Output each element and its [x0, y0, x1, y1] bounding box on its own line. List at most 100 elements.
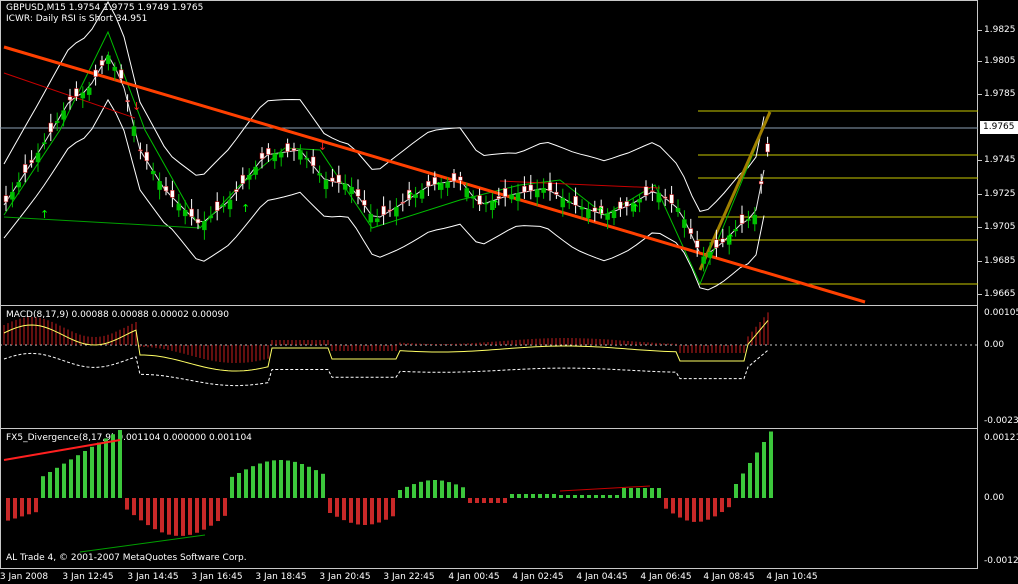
divergence-bar [545, 494, 549, 498]
candle-body [330, 177, 335, 182]
candle-body [451, 173, 457, 182]
sell-arrow: ↓ [132, 100, 141, 113]
candle-body [374, 218, 380, 223]
candle-body [285, 143, 290, 153]
divergence-bar [328, 498, 332, 513]
current-price-tag: 1.9765 [980, 121, 1018, 134]
divergence-bar [440, 480, 444, 498]
bearish-divergence-line [3, 439, 121, 461]
bullish-divergence-line [79, 534, 206, 553]
price-axis: 1.9825 1.9805 1.9785 1.9745 1.9725 1.970… [978, 0, 1018, 306]
candle-body [214, 201, 220, 211]
support-line [3, 216, 201, 229]
buy-arrow: ↑ [406, 190, 415, 203]
candle-body [61, 110, 66, 120]
divergence-bar [412, 484, 416, 498]
candle-body [413, 194, 418, 198]
divergence-bar [83, 451, 87, 498]
macd-tick: 0.00 [984, 340, 1005, 350]
candle-body [592, 207, 598, 212]
candle-body [118, 69, 124, 79]
sell-arrow: ↓ [318, 140, 327, 153]
time-tick: 4 Jan 10:45 [766, 572, 818, 582]
divergence-bar [97, 442, 101, 498]
candle-body [624, 201, 630, 207]
macd-tick: 0.00105 [984, 308, 1018, 318]
candle-body [150, 170, 156, 175]
price-tick: 1.9705 [984, 222, 1016, 232]
candle-body [714, 239, 719, 248]
divergence-bar [216, 498, 220, 522]
candle-body [643, 186, 649, 196]
candle-body [86, 87, 92, 95]
candle-body [490, 200, 495, 211]
fib-impulse-line [698, 111, 772, 271]
lower-band [3, 98, 765, 291]
divergence-bar [426, 480, 430, 498]
divergence-bar [433, 480, 437, 498]
copyright-text: AL Trade 4, © 2001-2007 MetaQuotes Softw… [6, 553, 247, 563]
candle-body [74, 88, 79, 97]
divergence-bar [69, 459, 73, 498]
candle-body [579, 207, 585, 210]
candle-body [182, 209, 188, 217]
time-tick: 3 Jan 12:45 [62, 572, 114, 582]
candle-body [195, 218, 201, 224]
candle-body [362, 199, 367, 206]
candle-body [522, 185, 527, 193]
candle-body [144, 151, 150, 162]
candle-body [246, 175, 252, 180]
divergence-bar [468, 498, 472, 503]
candle-body [323, 179, 329, 190]
candle-body [464, 188, 470, 198]
candle-body [541, 188, 546, 193]
divergence-bar [258, 463, 262, 498]
price-tick: 1.9825 [984, 25, 1016, 35]
candle-body [502, 188, 508, 197]
candle-body [106, 55, 111, 64]
candle-body [138, 149, 143, 152]
divergence-bar [48, 472, 52, 498]
divergence-bar [181, 498, 185, 536]
candle-body [547, 182, 553, 192]
divergence-bar [335, 498, 339, 517]
divergence-bar [55, 467, 59, 498]
divergence-bar [363, 498, 367, 525]
candle-body [669, 194, 674, 204]
candle-body [387, 209, 393, 212]
divergence-bar [524, 494, 528, 498]
price-chart-pane[interactable] [0, 0, 978, 306]
time-tick: 4 Jan 00:45 [448, 572, 500, 582]
price-tick: 1.9745 [984, 155, 1016, 165]
candle-body [48, 122, 54, 133]
divergence-bar [580, 495, 584, 498]
divergence-bar [188, 498, 192, 535]
candle-body [438, 182, 444, 190]
candle-body [586, 209, 591, 219]
candle-body [739, 214, 745, 224]
time-tick: 4 Jan 06:45 [640, 572, 692, 582]
divergence-bar [692, 498, 696, 522]
candle-body [93, 69, 98, 77]
candle-body [10, 191, 15, 200]
divergence-bar [727, 498, 731, 508]
divergence-bar [447, 482, 451, 498]
candle-body [189, 208, 194, 217]
candle-body [227, 199, 233, 210]
candle-body [349, 186, 354, 195]
candle-body [733, 229, 738, 232]
candle-body [176, 203, 182, 211]
divergence-bar [342, 498, 346, 521]
candle-body [509, 194, 514, 200]
candle-body [131, 126, 137, 136]
candle-body [400, 201, 406, 204]
macd-pane[interactable] [0, 305, 978, 429]
divergence-bar [146, 498, 150, 526]
candle-body [765, 143, 770, 153]
divergence-bar [272, 460, 276, 498]
divergence-bar [384, 498, 388, 520]
candle-body [310, 156, 316, 167]
divergence-bar [202, 498, 206, 530]
divergence-axis: 0.00121 0.00 -0.00120 [978, 428, 1018, 569]
candle-body [3, 195, 9, 203]
